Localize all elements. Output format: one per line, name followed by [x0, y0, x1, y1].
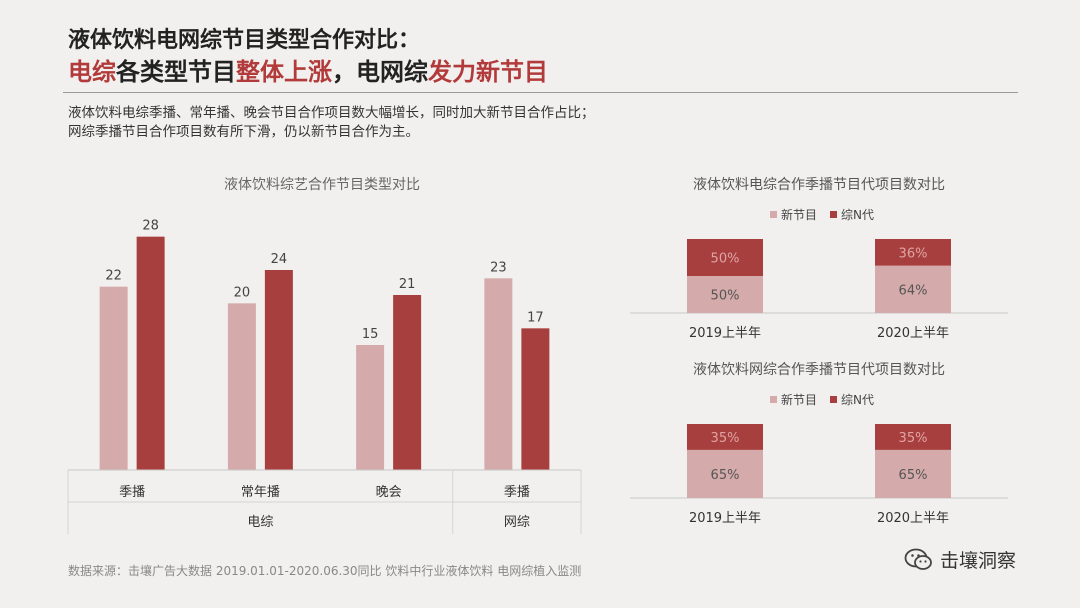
bar [264, 270, 293, 470]
page-headline: 电综各类型节目整体上涨，电网综发力新节目 [68, 52, 548, 87]
brand-name: 击壤洞察 [940, 550, 1017, 572]
stacked-bar-segment [875, 449, 951, 498]
data-label: 35% [899, 431, 928, 446]
legend-label: 综N代 [841, 208, 874, 222]
title-divider [63, 92, 1018, 93]
category-label: 季播 [119, 485, 145, 500]
stacked-bar-segment [875, 265, 951, 313]
data-label: 35% [711, 431, 740, 446]
bar [99, 286, 128, 470]
data-label: 65% [899, 468, 928, 483]
brand-mark: 击壤洞察 [904, 546, 1016, 573]
data-label: 17 [527, 310, 544, 325]
chart-title: 液体饮料电综合作季播节目代项目数对比 [693, 177, 945, 193]
chart-title: 液体饮料网综合作季播节目代项目数对比 [693, 362, 945, 378]
category-label: 2019上半年 [689, 326, 761, 341]
data-label: 64% [899, 283, 928, 298]
bar [521, 328, 550, 470]
chart-title: 液体饮料综艺合作节目类型对比 [224, 177, 420, 193]
category-label: 常年播 [241, 485, 280, 500]
data-label: 22 [105, 269, 122, 284]
headline-part-1: 电综 [68, 58, 116, 86]
headline-part-3: 整体上涨 [236, 58, 332, 86]
group-label: 电综 [247, 515, 273, 530]
stacked-bar-segment [687, 424, 763, 450]
legend-swatch [770, 396, 777, 403]
wechat-icon [904, 548, 932, 570]
headline-part-2: 各类型节目 [116, 58, 236, 86]
stacked-bar-segment [875, 239, 951, 266]
headline-part-4: ，电网综 [332, 58, 428, 86]
data-label: 28 [142, 219, 159, 234]
grouped-bar-chart: 液体饮料综艺合作节目类型对比 22 28 季播 20 24 常年播 15 21 晚会 23 17 季播电… [67, 177, 582, 534]
stacked-bar-segment [875, 424, 951, 450]
data-label: 50% [711, 289, 740, 304]
legend-label: 新节目 [781, 207, 817, 222]
bar [484, 278, 513, 470]
data-label: 24 [271, 252, 288, 267]
category-label: 晚会 [376, 485, 402, 500]
legend-swatch [830, 211, 837, 218]
data-label: 65% [711, 468, 740, 483]
legend-label: 综N代 [841, 393, 874, 407]
headline-part-5: 发力新节目 [428, 58, 548, 86]
stacked-bar-segment [687, 239, 763, 276]
data-label: 23 [490, 260, 507, 275]
category-label: 季播 [504, 485, 530, 500]
summary-line-1: 液体饮料电综季播、常年播、晚会节目合作项目数大幅增长，同时加大新节目合作占比； [68, 105, 595, 121]
page-title: 液体饮料电网综节目类型合作对比： [68, 28, 421, 53]
data-label: 36% [899, 246, 928, 261]
group-label: 网综 [504, 515, 530, 530]
data-label: 15 [362, 327, 379, 342]
category-label: 2020上半年 [877, 511, 949, 526]
bar [136, 236, 165, 470]
legend-swatch [770, 211, 777, 218]
data-label: 21 [399, 277, 416, 292]
data-label: 50% [711, 252, 740, 267]
bar [393, 295, 422, 470]
legend-swatch [830, 396, 837, 403]
stacked-bar-segment [687, 276, 763, 313]
data-source-note: 数据来源：击壤广告大数据 2019.01.01-2020.06.30同比 饮料中… [68, 564, 582, 578]
stacked-bar-segment [687, 449, 763, 498]
data-label: 20 [234, 285, 251, 300]
legend-label: 新节目 [781, 392, 817, 407]
category-label: 2020上半年 [877, 326, 949, 341]
bar [227, 303, 256, 470]
summary-line-2: 网综季播节目合作项目数有所下滑，仍以新节目合作为主。 [68, 124, 419, 140]
bar [356, 345, 385, 470]
category-label: 2019上半年 [689, 511, 761, 526]
